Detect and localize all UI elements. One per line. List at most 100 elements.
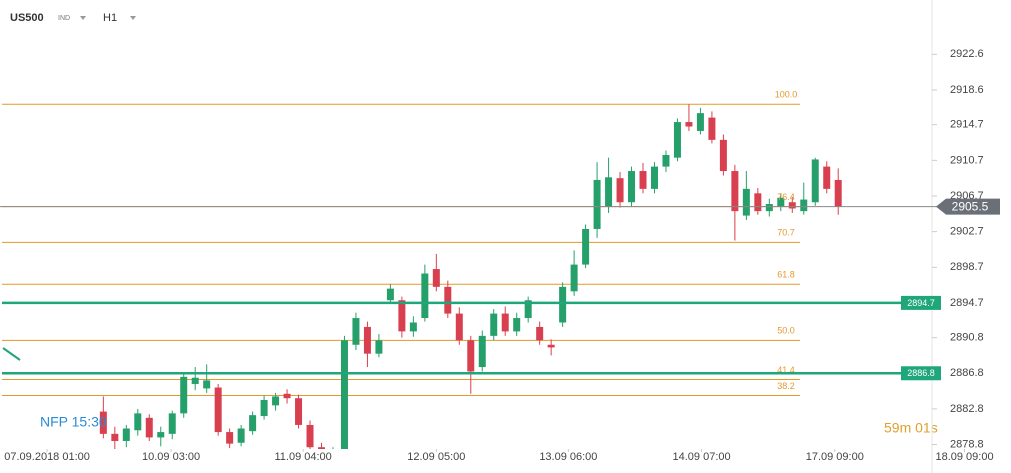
fib-label: 50.0 — [777, 326, 795, 336]
candle-body — [570, 264, 578, 292]
candle-body — [180, 376, 188, 414]
candle-body — [662, 155, 670, 167]
candle-body — [788, 202, 796, 209]
candle-body — [340, 340, 348, 449]
candle-body — [524, 300, 532, 319]
y-tick-label: 2910.7 — [950, 154, 984, 166]
candle-body — [203, 380, 211, 389]
candle-body — [455, 313, 463, 341]
x-tick-label: 11.09 04:00 — [274, 451, 331, 463]
candle-body — [237, 428, 245, 443]
candle-body — [306, 424, 314, 448]
candle-body — [501, 313, 509, 332]
candle-body — [467, 340, 475, 372]
symbol-dropdown[interactable] — [80, 16, 86, 20]
candle-body — [295, 398, 303, 425]
y-tick-label: 2898.7 — [950, 261, 984, 273]
level-label: 2886.8 — [907, 368, 935, 378]
fib-label: 100.0 — [775, 90, 798, 100]
fib-label: 38.2 — [777, 381, 795, 391]
candle-body — [134, 413, 142, 431]
candle-body — [111, 433, 119, 441]
candle-body — [375, 340, 383, 354]
candle-body — [547, 344, 555, 348]
annotation: NFP 15:30 — [40, 414, 107, 430]
candle-body — [214, 387, 222, 433]
y-tick-label: 2918.6 — [950, 84, 984, 96]
y-tick-label: 2914.7 — [950, 119, 984, 131]
candle-body — [363, 326, 371, 354]
candle-body — [719, 139, 727, 172]
candle-body — [513, 318, 521, 332]
candle-body — [673, 122, 681, 158]
candle-body — [398, 300, 406, 332]
candle-body — [754, 193, 762, 212]
candle-body — [742, 188, 750, 216]
x-tick-label: 18.09 09:00 — [935, 451, 993, 463]
x-tick-label: 17.09 09:00 — [806, 451, 864, 463]
fib-label: 76.4 — [777, 192, 795, 202]
candle-body — [157, 432, 165, 438]
market: IND — [58, 15, 70, 22]
symbol[interactable]: US500 — [10, 12, 44, 24]
timeframe-dropdown[interactable] — [130, 16, 136, 20]
x-tick-label: 07.09.2018 01:00 — [4, 451, 90, 463]
timeframe[interactable]: H1 — [103, 12, 117, 24]
candle-body — [490, 313, 498, 336]
candle-body — [800, 199, 808, 212]
x-tick-label: 13.09 06:00 — [539, 451, 597, 463]
candle-body — [421, 273, 429, 319]
candle-body — [168, 413, 176, 434]
candle-body — [432, 269, 440, 287]
x-tick-label: 14.09 07:00 — [673, 451, 731, 463]
candle-body — [650, 166, 658, 189]
candle-body — [696, 113, 704, 131]
y-tick-label: 2922.6 — [950, 48, 984, 60]
candle-body — [99, 411, 107, 434]
candle-body — [145, 417, 153, 438]
level-label: 2894.7 — [907, 298, 935, 308]
candle-body — [536, 326, 544, 341]
candle-body — [731, 171, 739, 212]
candle-body — [582, 228, 590, 265]
candle-body — [191, 377, 199, 384]
fib-label: 41.4 — [777, 365, 795, 375]
level-label-box — [901, 295, 941, 310]
candle-body — [444, 286, 452, 314]
candle-body — [708, 117, 716, 140]
fib-label: 61.8 — [777, 270, 795, 280]
level-label-box — [901, 366, 941, 381]
candle-body — [409, 322, 417, 332]
candle-body — [352, 318, 360, 345]
x-tick-label: 12.09 05:00 — [407, 451, 465, 463]
countdown: 59m 01s — [884, 420, 938, 436]
last-price-box — [936, 198, 1000, 215]
y-tick-label: 2890.8 — [950, 332, 984, 344]
candle-body — [386, 288, 394, 301]
candle-body — [226, 432, 234, 444]
candle-body — [811, 159, 819, 203]
candle-body — [122, 428, 130, 441]
candle-body — [559, 286, 567, 323]
candle-body — [272, 396, 280, 406]
candle-body — [765, 204, 773, 212]
drawing-line — [2, 347, 21, 361]
candle-body — [777, 197, 785, 207]
y-tick-label: 2894.7 — [950, 297, 984, 309]
candle-body — [318, 447, 326, 449]
candle-body — [639, 171, 647, 189]
plot-area — [2, 103, 842, 449]
candle-body — [605, 177, 613, 207]
candle-body — [478, 335, 486, 368]
candle-body — [249, 415, 257, 432]
candle-body — [628, 171, 636, 203]
y-tick-label: 2886.8 — [950, 367, 984, 379]
candle-body — [593, 179, 601, 229]
y-tick-label: 2882.8 — [950, 403, 984, 415]
candle-body — [260, 400, 268, 417]
y-tick-label: 2902.7 — [950, 226, 984, 238]
x-tick-label: 10.09 03:00 — [142, 451, 200, 463]
candle-body — [834, 179, 842, 207]
candle-body — [823, 166, 831, 189]
